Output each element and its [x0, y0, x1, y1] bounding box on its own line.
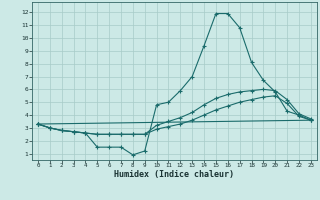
X-axis label: Humidex (Indice chaleur): Humidex (Indice chaleur) — [115, 170, 234, 179]
